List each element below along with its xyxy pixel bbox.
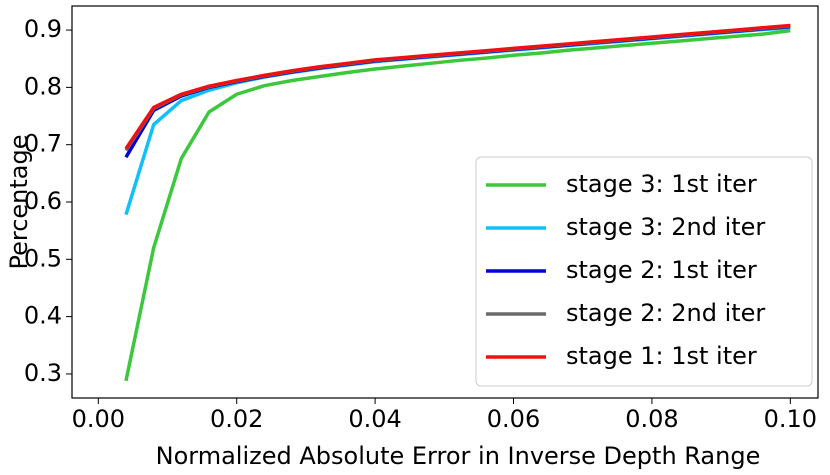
series-line <box>124 24 791 152</box>
x-tick-label: 0.02 <box>210 405 263 433</box>
legend-label: stage 3: 1st iter <box>566 170 757 198</box>
x-tick-label: 0.06 <box>487 405 540 433</box>
y-tick-label: 0.4 <box>24 302 62 330</box>
legend-label: stage 3: 2nd iter <box>566 213 765 241</box>
y-axis-label: Percentage <box>5 134 33 269</box>
x-tick-label: 0.00 <box>72 405 125 433</box>
legend-label: stage 1: 1st iter <box>566 342 757 370</box>
legend-box <box>475 156 813 387</box>
y-tick-label: 0.5 <box>24 244 62 272</box>
x-tick-label: 0.10 <box>764 405 817 433</box>
x-tick-label: 0.04 <box>348 405 401 433</box>
x-tick-label: 0.08 <box>625 405 678 433</box>
y-tick-label: 0.8 <box>24 72 62 100</box>
y-tick-label: 0.9 <box>24 15 62 43</box>
series-line <box>124 28 791 382</box>
plot-frame <box>71 5 819 399</box>
y-tick-label: 0.7 <box>24 130 62 158</box>
series-line <box>124 23 791 150</box>
legend-label: stage 2: 1st iter <box>566 256 757 284</box>
legend-label: stage 2: 2nd iter <box>566 299 765 327</box>
y-tick-label: 0.6 <box>24 187 62 215</box>
series-line <box>124 24 791 159</box>
x-axis-label: Normalized Absolute Error in Inverse Dep… <box>156 442 761 470</box>
y-tick-label: 0.3 <box>24 359 62 387</box>
